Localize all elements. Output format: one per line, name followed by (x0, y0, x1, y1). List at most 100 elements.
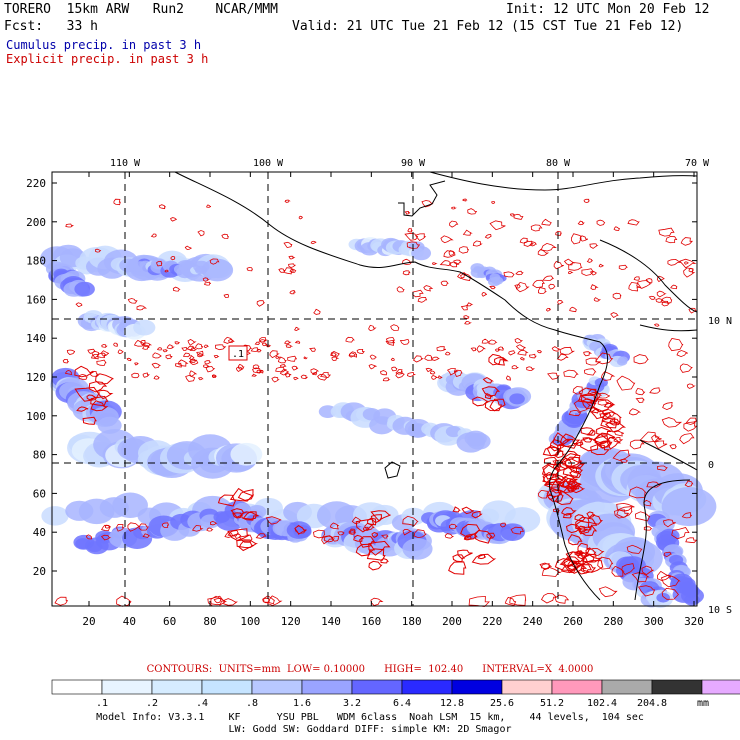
precip-contour (259, 369, 264, 374)
precip-contour (261, 342, 268, 347)
precip-contour (599, 440, 613, 449)
precip-contour (64, 369, 73, 376)
precip-contour (574, 514, 587, 522)
colorbar-swatch (251, 679, 303, 695)
precip-contour (197, 230, 205, 237)
precip-contour (133, 339, 145, 347)
model-info-line2: LW: Godd SW: Goddard DIFF: simple KM: 2D… (228, 724, 512, 735)
precip-contour (432, 262, 438, 266)
precip-contour (423, 285, 434, 292)
precip-contour (466, 302, 474, 307)
precip-contour (586, 258, 594, 263)
precip-contour (676, 350, 688, 358)
precip-contour (526, 366, 535, 371)
precip-contour (136, 305, 148, 311)
precip-contour (175, 362, 182, 368)
precip-contour (370, 597, 384, 606)
precip-contour (610, 312, 619, 319)
lat-label: 10 N (708, 316, 732, 327)
x-tick-label: 120 (281, 615, 301, 628)
y-tick-label: 100 (26, 410, 46, 423)
precip-contour (185, 374, 196, 382)
precip-contour (156, 260, 163, 267)
x-tick-label: 200 (442, 615, 462, 628)
precip-contour (127, 298, 138, 304)
precip-contour (636, 280, 652, 289)
precip-contour (603, 402, 615, 408)
y-tick-label: 120 (26, 371, 46, 384)
explicit-legend: Explicit precip. in past 3 h (6, 52, 209, 66)
precip-contour (158, 204, 167, 210)
precip-contour (348, 528, 356, 534)
precip-contour (370, 510, 391, 522)
x-tick-label: 280 (603, 615, 623, 628)
precip-contour (537, 489, 551, 499)
precip-contour (113, 198, 121, 206)
precip-contour (457, 272, 467, 279)
precip-contour (258, 337, 268, 343)
precip-contour (582, 560, 604, 573)
precip-contour (203, 344, 209, 349)
precip-contour (449, 220, 459, 228)
precip-contour (688, 267, 694, 273)
x-tick-label: 20 (82, 615, 95, 628)
precip-contour (470, 347, 477, 352)
precip-contour (541, 218, 552, 226)
precip-contour (453, 259, 462, 265)
colorbar-units: mm (697, 698, 709, 709)
precip-contour (646, 481, 663, 488)
precip-cell (509, 393, 525, 405)
x-tick-label: 320 (684, 615, 704, 628)
precip-contour (251, 373, 258, 377)
coastlines (174, 171, 698, 601)
precip-contour (385, 337, 396, 344)
precip-contour (621, 563, 635, 576)
precip-contour (503, 271, 515, 278)
colorbar-label: 204.8 (637, 698, 667, 709)
precip-contour (562, 474, 578, 484)
precip-contour (477, 553, 486, 560)
precip-contour (437, 375, 443, 379)
precip-contour (581, 268, 594, 276)
precip-contour (530, 224, 543, 232)
precip-cell (230, 442, 263, 466)
precip-contour (484, 233, 492, 239)
precip-contour (215, 344, 227, 351)
precip-contour (637, 585, 656, 597)
coastline (429, 171, 698, 191)
precip-contour (395, 371, 405, 379)
precip-contour (583, 553, 595, 563)
precip-contour (684, 261, 690, 265)
lon-label: 90 W (401, 158, 426, 169)
precip-contour (462, 198, 468, 202)
precip-contour (165, 354, 173, 360)
colorbar-swatch (651, 679, 703, 695)
precip-contour (596, 219, 606, 226)
precip-cell (201, 258, 234, 282)
colorbar-swatch (451, 679, 503, 695)
precip-contour (577, 391, 597, 405)
colorbar-swatch (501, 679, 553, 695)
precip-contour (657, 465, 668, 471)
precip-contour (509, 213, 516, 217)
precip-contour (519, 357, 525, 361)
precip-contour (227, 339, 235, 344)
precip-contour (183, 352, 191, 358)
lon-label: 110 W (110, 158, 141, 169)
precip-contour (489, 285, 497, 290)
precip-contour (597, 392, 610, 399)
colorbar-label: 6.4 (393, 698, 411, 709)
precip-contour (153, 375, 160, 380)
precip-contour (287, 355, 298, 362)
y-tick-label: 80 (33, 449, 46, 462)
precip-contour (390, 357, 395, 361)
precip-contour (233, 533, 242, 539)
precip-contour (188, 359, 199, 365)
y-tick-label: 180 (26, 255, 46, 268)
precip-contour (54, 596, 69, 606)
contour-marker-box (228, 345, 248, 361)
precip-contour (552, 463, 562, 470)
colorbar-label: .8 (246, 698, 258, 709)
lon-label: 70 W (685, 158, 710, 169)
precip-contour (448, 561, 467, 575)
